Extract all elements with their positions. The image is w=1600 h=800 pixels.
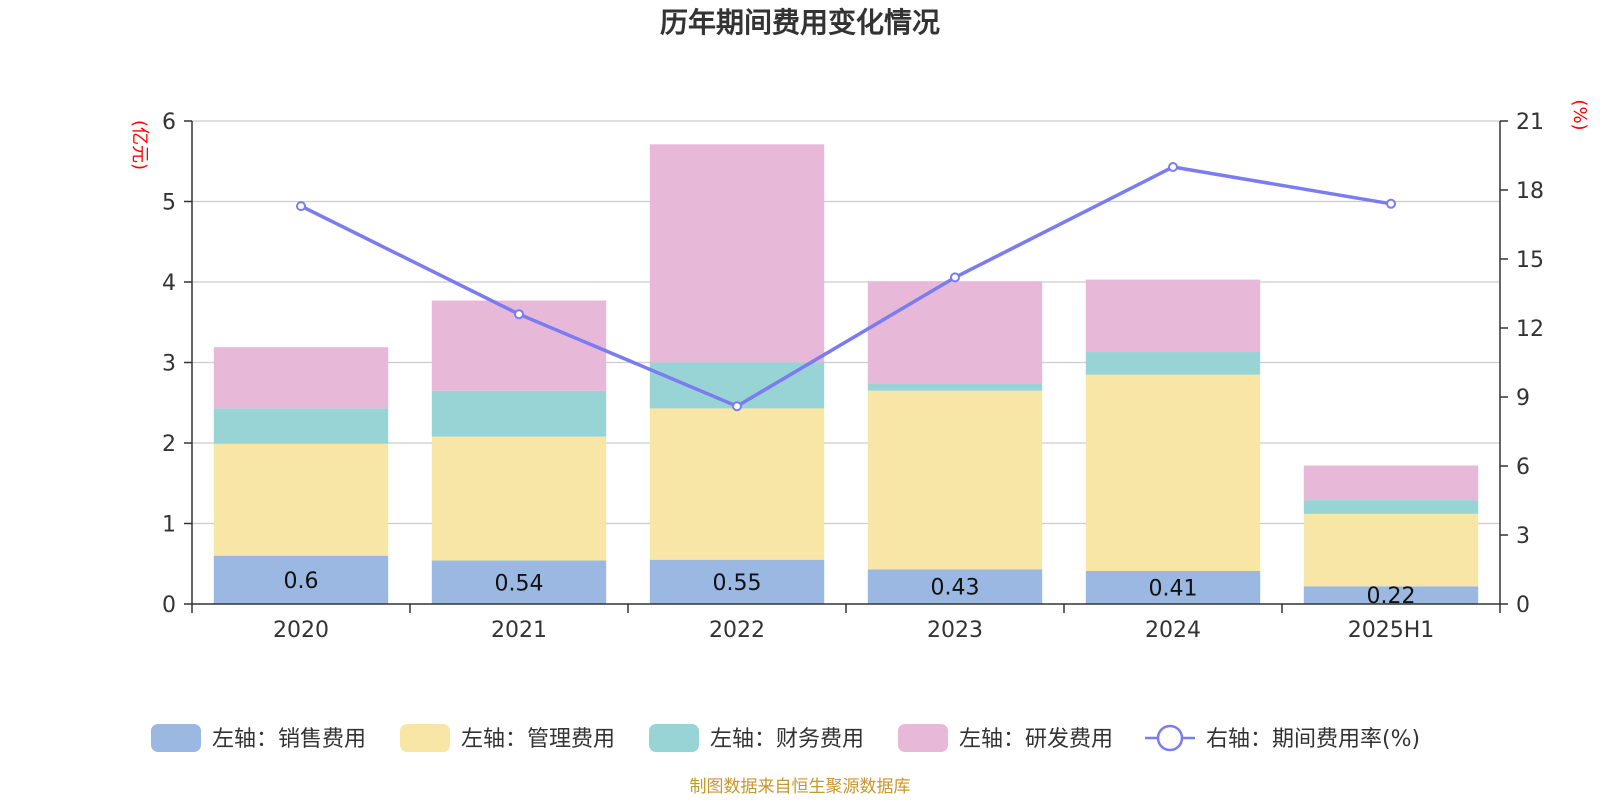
data-label: 0.41 [1149,576,1198,601]
bar-segment [213,555,389,604]
bar-segment [649,144,825,363]
left-tick-label: 2 [162,432,176,457]
legend-label: 左轴：财务费用 [710,727,864,752]
bar-segment [867,569,1043,604]
legend-label: 左轴：销售费用 [212,727,366,752]
legend-item[interactable]: 左轴：管理费用 [400,724,615,752]
gridlines [192,120,1500,525]
bar-segment [649,408,825,560]
left-tick-label: 6 [162,110,176,135]
right-tick-label: 21 [1516,110,1544,135]
rate-point [1168,162,1178,172]
bar-segment [213,408,389,444]
legend-label: 右轴：期间费用率(%) [1206,727,1420,752]
bar-segment [1303,513,1479,587]
bar-segment [1085,352,1261,375]
rate-point [514,309,524,320]
data-label: 0.55 [713,571,762,596]
rate-point [1386,198,1396,209]
bar-segment [867,383,1043,391]
legend-swatch [898,724,948,752]
legend-item[interactable]: 右轴：期间费用率(%) [1145,724,1420,752]
bar-segment [649,559,825,604]
right-tick-label: 9 [1516,386,1530,411]
bar-segment [1303,500,1479,514]
x-tick-label: 2020 [273,618,329,643]
x-tick-label: 2021 [491,618,547,643]
bar-segment [431,436,607,561]
bar-series [213,144,1479,604]
x-tick-label: 2024 [1145,618,1201,643]
bar-segment [867,281,1043,384]
legend-circle-marker [1156,724,1184,752]
left-tick-label: 4 [162,271,176,296]
line-series [296,162,1396,412]
bar-segment [431,390,607,437]
left-axis-unit: (亿元) [129,120,150,170]
rate-point [732,401,742,412]
x-tick-label: 2022 [709,618,765,643]
x-tick-label: 2023 [927,618,983,643]
legend-item[interactable]: 左轴：财务费用 [649,724,864,752]
right-tick-label: 18 [1516,179,1544,204]
source-note: 制图数据来自恒生聚源数据库 [690,777,911,797]
data-label: 0.6 [284,569,319,594]
x-tick-label: 2025H1 [1348,618,1435,643]
data-label: 0.22 [1367,584,1416,609]
bar-segment [213,347,389,409]
legend-item[interactable]: 左轴：研发费用 [898,724,1113,752]
right-tick-label: 3 [1516,524,1530,549]
legend-swatch [151,724,201,752]
legend-swatch [400,724,450,752]
legend[interactable]: 左轴：销售费用 左轴：管理费用 左轴：财务费用 左轴：研发费用 右轴：期间费用率(%) [151,724,1420,752]
bar-segment [1085,570,1261,604]
left-tick-label: 5 [162,191,176,216]
bar-segment [1085,279,1261,353]
data-labels: 0.6 0.54 0.55 0.43 0.41 0.22 [284,569,1416,609]
chart-title: 历年期间费用变化情况 [660,6,940,39]
right-axis-unit: (%) [1569,99,1590,130]
left-tick-label: 0 [162,593,176,618]
bar-segment [213,443,389,556]
bar-segment [1085,374,1261,571]
right-tick-label: 15 [1516,248,1544,273]
bar-segment [1303,465,1479,501]
right-tick-label: 6 [1516,455,1530,480]
legend-swatch [649,724,699,752]
right-tick-label: 12 [1516,317,1544,342]
right-tick-label: 0 [1516,593,1530,618]
rate-point [296,201,306,212]
bar-segment [431,560,607,604]
left-tick-label: 1 [162,513,176,538]
rate-line [300,165,1392,409]
data-label: 0.54 [495,571,544,596]
bar-segment [867,390,1043,570]
legend-label: 左轴：研发费用 [959,727,1113,752]
left-tick-label: 3 [162,352,176,377]
bar-segment [1303,586,1479,604]
rate-point [950,272,960,283]
legend-item[interactable]: 左轴：销售费用 [151,724,366,752]
data-label: 0.43 [931,576,980,601]
legend-label: 左轴：管理费用 [461,727,615,752]
